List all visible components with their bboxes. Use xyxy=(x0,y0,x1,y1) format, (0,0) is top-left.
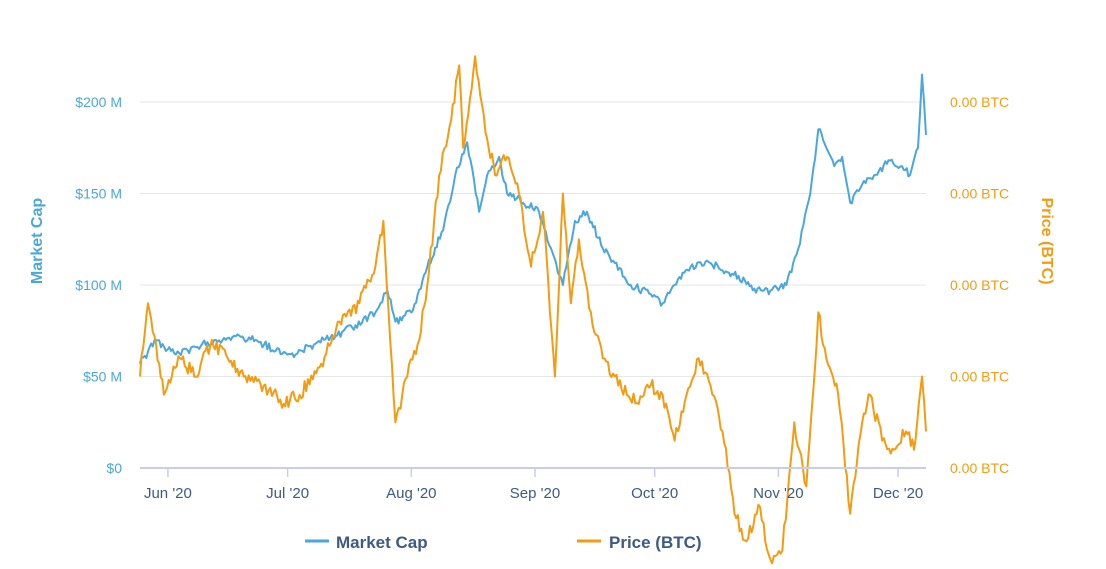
legend-item-market-cap[interactable]: Market Cap xyxy=(305,533,428,552)
x-axis: Jun '20 Jul '20 Aug '20 Sep '20 Oct '20 Nov '… xyxy=(140,467,926,502)
left-tick-label: $0 xyxy=(106,460,122,476)
x-tick-label: Nov '20 xyxy=(753,485,803,502)
left-tick-label: $50 M xyxy=(83,369,122,385)
left-tick-label: $100 M xyxy=(75,277,122,293)
plot-area xyxy=(139,55,927,565)
grid-lines xyxy=(140,101,926,377)
left-tick-label: $150 M xyxy=(75,186,122,202)
right-tick-label: 0.00 BTC xyxy=(950,277,1009,293)
right-tick-label: 0.00 BTC xyxy=(950,460,1009,476)
left-axis: $0 $50 M $100 M $150 M $200 M xyxy=(75,94,122,476)
x-tick-label: Oct '20 xyxy=(631,485,678,502)
x-tick-label: Jul '20 xyxy=(266,485,309,502)
x-tick-label: Dec '20 xyxy=(873,485,923,502)
legend-label-price: Price (BTC) xyxy=(609,533,702,552)
x-tick-label: Sep '20 xyxy=(510,485,560,502)
left-tick-label: $200 M xyxy=(75,94,122,110)
right-tick-label: 0.00 BTC xyxy=(950,94,1009,110)
right-tick-label: 0.00 BTC xyxy=(950,186,1009,202)
series-line-market-cap xyxy=(139,73,927,364)
right-axis-title: Price (BTC) xyxy=(1038,197,1055,284)
legend: Market Cap Price (BTC) xyxy=(305,533,702,552)
left-axis-title: Market Cap xyxy=(29,198,46,284)
legend-label-market-cap: Market Cap xyxy=(336,533,428,552)
x-tick-label: Aug '20 xyxy=(386,485,436,502)
series-line-price xyxy=(139,55,927,565)
right-axis: 0.00 BTC 0.00 BTC 0.00 BTC 0.00 BTC 0.00 BTC xyxy=(950,94,1009,476)
right-tick-label: 0.00 BTC xyxy=(950,369,1009,385)
legend-item-price[interactable]: Price (BTC) xyxy=(577,533,702,552)
x-tick-label: Jun '20 xyxy=(144,485,192,502)
